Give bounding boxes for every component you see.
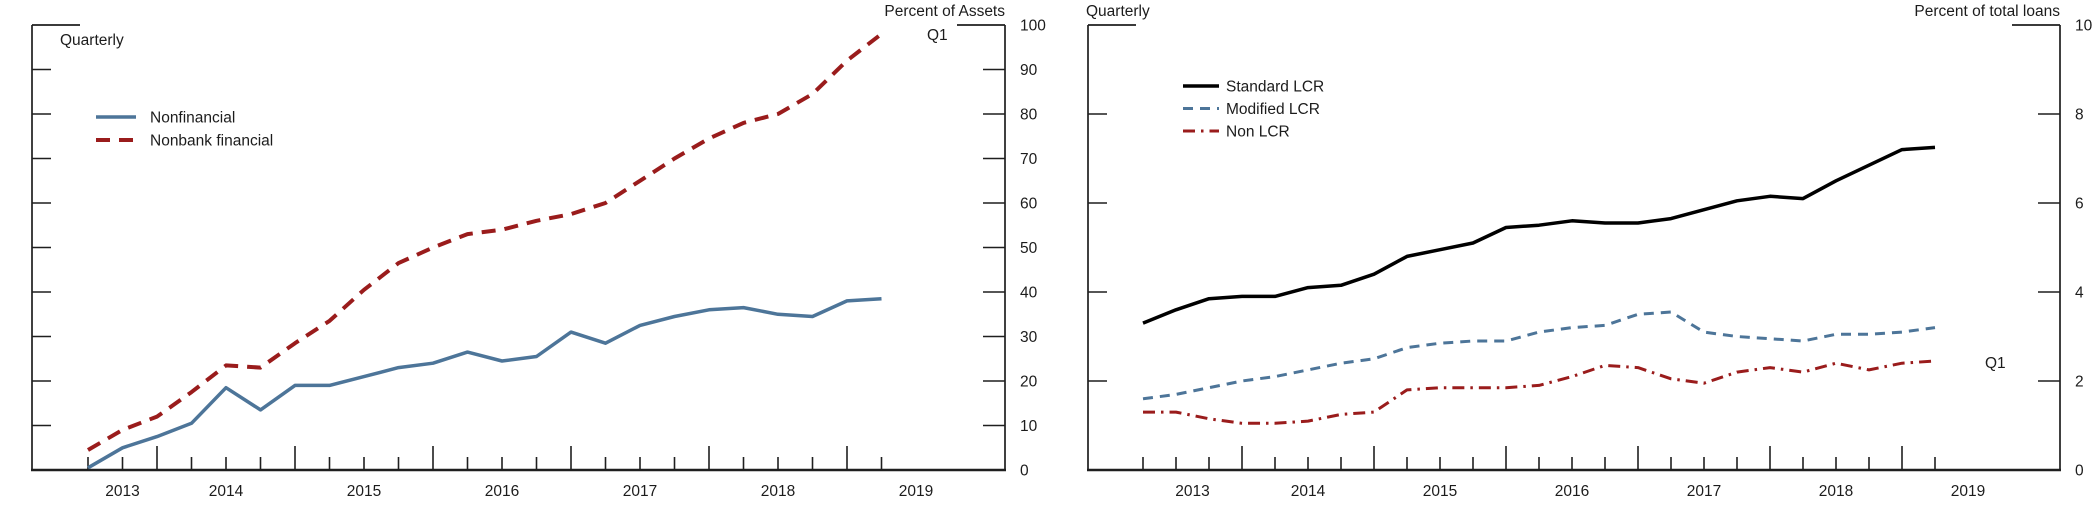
y-tick-label: 10 bbox=[2075, 18, 2093, 35]
y-tick-label: 70 bbox=[1020, 151, 1038, 168]
y-tick-label: 40 bbox=[1020, 285, 1038, 302]
x-year-label: 2016 bbox=[1555, 483, 1589, 500]
frequency-label: Quarterly bbox=[60, 32, 124, 49]
legend-label: Nonfinancial bbox=[150, 110, 235, 127]
y-tick-label: 30 bbox=[1020, 329, 1038, 346]
chart-panel-left: 0 10 20 30 40 50 60 70 80 90 100 2013 2014 2015 2016 20… bbox=[31, 3, 1046, 500]
y-tick-label: 6 bbox=[2075, 196, 2084, 213]
x-year-label: 2015 bbox=[347, 483, 381, 500]
legend-label: Nonbank financial bbox=[150, 133, 273, 150]
end-point-label: Q1 bbox=[1985, 355, 2006, 372]
x-year-label: 2013 bbox=[1175, 483, 1209, 500]
legend-label: Non LCR bbox=[1226, 124, 1290, 141]
y-tick-label: 20 bbox=[1020, 374, 1038, 391]
axis-unit-label: Percent of Assets bbox=[884, 3, 1005, 20]
y-tick-label: 10 bbox=[1020, 418, 1038, 435]
x-year-label: 2014 bbox=[1291, 483, 1326, 500]
x-year-label: 2015 bbox=[1423, 483, 1457, 500]
x-year-label: 2019 bbox=[899, 483, 933, 500]
frequency-label: Quarterly bbox=[1086, 3, 1150, 20]
y-tick-label: 90 bbox=[1020, 62, 1038, 79]
x-year-label: 2017 bbox=[623, 483, 657, 500]
end-point-label: Q1 bbox=[927, 27, 948, 44]
legend-label: Standard LCR bbox=[1226, 79, 1324, 96]
x-year-label: 2016 bbox=[485, 483, 519, 500]
series-line-nonfinancial bbox=[87, 296, 882, 470]
x-year-label: 2013 bbox=[105, 483, 139, 500]
y-tick-label: 50 bbox=[1020, 240, 1038, 257]
y-tick-label: 4 bbox=[2075, 285, 2084, 302]
x-year-label: 2018 bbox=[761, 483, 795, 500]
y-tick-label: 2 bbox=[2075, 374, 2084, 391]
series-line-non-lcr bbox=[1143, 359, 1936, 425]
y-tick-label: 80 bbox=[1020, 107, 1038, 124]
y-tick-label: 0 bbox=[1020, 463, 1029, 480]
axis-unit-label: Percent of total loans bbox=[1914, 3, 2060, 20]
y-tick-label: 8 bbox=[2075, 107, 2084, 124]
y-tick-label: 0 bbox=[2075, 463, 2084, 480]
y-tick-label: 100 bbox=[1020, 18, 1046, 35]
right-chart-canvas: 0 2 4 6 8 10 2013 2014 2015 2016 2017 2018 2019 Quart… bbox=[1086, 3, 2093, 500]
chart-panel-right: 0 2 4 6 8 10 2013 2014 2015 2016 2017 2018 2019 Quart… bbox=[1050, 0, 2100, 512]
x-year-label: 2019 bbox=[1951, 483, 1985, 500]
series-line-nonbank-financial bbox=[86, 32, 883, 452]
x-year-label: 2017 bbox=[1687, 483, 1721, 500]
legend-label: Modified LCR bbox=[1226, 101, 1320, 118]
x-year-label: 2014 bbox=[209, 483, 244, 500]
left-chart-canvas: 0 10 20 30 40 50 60 70 80 90 100 2013 2014 2015 2016 20… bbox=[31, 3, 1046, 500]
x-year-label: 2018 bbox=[1819, 483, 1853, 500]
series-line-standard-lcr bbox=[1142, 145, 1936, 325]
y-tick-label: 60 bbox=[1020, 196, 1038, 213]
